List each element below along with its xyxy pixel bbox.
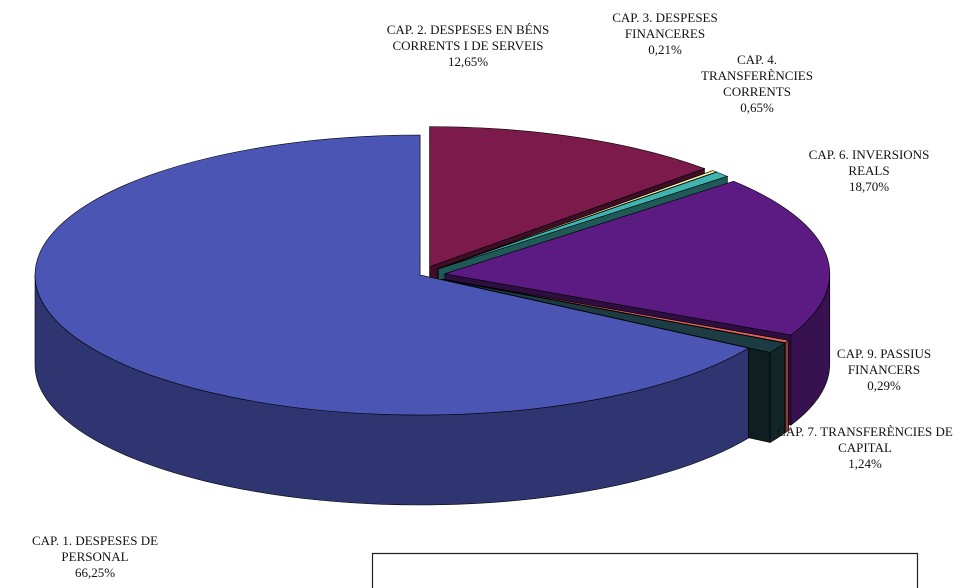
slice-label: CAP. 1. DESPESES DE PERSONAL 66,25% — [15, 533, 175, 581]
slice — [444, 180, 831, 336]
slice-value: 0,29% — [867, 378, 901, 393]
slice-name: CAP. 2. DESPESES EN BÉNS CORRENTS I DE S… — [386, 22, 550, 53]
slice-value: 18,70% — [848, 179, 890, 194]
slice-wall — [785, 339, 789, 434]
slice-label: CAP. 4. TRANSFERÈNCIES CORRENTS 0,65% — [700, 52, 815, 116]
slice — [437, 170, 718, 269]
slice-label: CAP. 9. PASSIUS FINANCERS 0,29% — [822, 346, 947, 394]
slice — [442, 278, 790, 343]
slice — [34, 134, 750, 416]
slice-name: CAP. 9. PASSIUS FINANCERS — [836, 346, 932, 377]
slice-label: CAP. 3. DESPESES FINANCERES 0,21% — [603, 10, 728, 58]
slice-value: 1,24% — [848, 456, 882, 471]
slice-name: CAP. 7. TRANSFERÈNCIES DE CAPITAL — [777, 424, 953, 455]
legend-box — [371, 552, 919, 588]
slice-label: CAP. 2. DESPESES EN BÉNS CORRENTS I DE S… — [376, 22, 561, 70]
slice-value: 0,21% — [648, 42, 682, 57]
slice — [438, 171, 729, 270]
slice — [441, 279, 786, 353]
slice-value: 12,65% — [447, 54, 489, 69]
slice-label: CAP. 7. TRANSFERÈNCIES DE CAPITAL 1,24% — [763, 424, 964, 472]
slice-label: CAP. 6. INVERSIONS REALS 18,70% — [797, 147, 942, 195]
slice-name: CAP. 4. TRANSFERÈNCIES CORRENTS — [701, 52, 813, 99]
slice-value: 0,65% — [740, 100, 774, 115]
slice — [429, 126, 706, 268]
slice-name: CAP. 6. INVERSIONS REALS — [808, 147, 930, 178]
slice-name: CAP. 3. DESPESES FINANCERES — [612, 10, 718, 41]
slice-name: CAP. 1. DESPESES DE PERSONAL — [31, 533, 159, 564]
slice-value: 66,25% — [74, 565, 116, 580]
